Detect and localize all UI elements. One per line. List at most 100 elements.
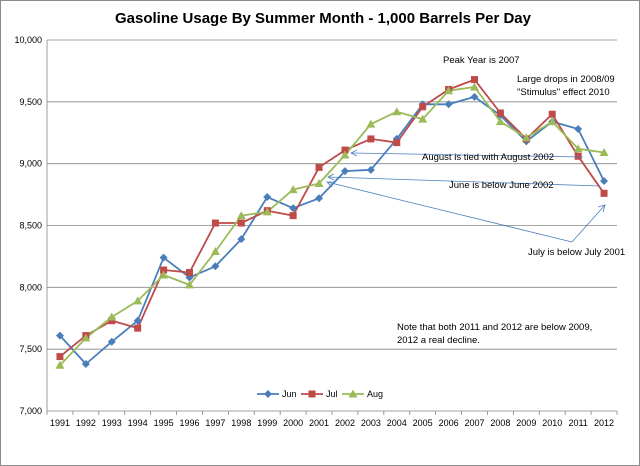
data-point-aug-1995 — [159, 270, 169, 279]
x-tick-label: 2006 — [439, 418, 459, 428]
data-point-jul-2005 — [419, 103, 427, 111]
data-point-jul-1998 — [237, 219, 245, 227]
data-point-jun-2000 — [289, 204, 298, 213]
data-point-jul-2012 — [600, 189, 608, 197]
x-tick-label: 1998 — [231, 418, 251, 428]
data-point-jun-2003 — [366, 165, 375, 174]
x-tick-label: 1997 — [205, 418, 225, 428]
x-axis-tick-labels: 1991 1992 1993 1994 1995 1996 1997 1998 1999 2000… — [50, 418, 614, 428]
y-tick-label: 8,000 — [19, 282, 42, 292]
y-tick-label: 7,000 — [19, 406, 42, 416]
data-point-aug-2011 — [573, 144, 583, 153]
arrow-july-left — [326, 181, 573, 243]
y-tick-label: 10,000 — [14, 35, 42, 45]
legend-marker-aug — [348, 389, 358, 398]
legend-label-aug: Aug — [367, 389, 383, 399]
annotation-august-tied: August is tied with August 2002 — [422, 152, 554, 163]
data-point-jun-1991 — [55, 331, 64, 340]
data-point-aug-1997 — [210, 246, 220, 255]
data-point-aug-1998 — [236, 211, 246, 220]
arrowhead-july-left — [326, 181, 334, 188]
x-tick-label: 2002 — [335, 418, 355, 428]
data-point-jul-2003 — [367, 135, 375, 143]
x-tick-label: 2008 — [490, 418, 510, 428]
annotation-june-below: June is below June 2002 — [449, 180, 554, 191]
series-lines — [59, 78, 605, 366]
data-point-aug-2003 — [366, 119, 376, 128]
data-point-jul-2008 — [496, 109, 504, 117]
data-point-jun-1995 — [159, 253, 168, 262]
legend-marker-jun — [264, 390, 272, 398]
data-point-aug-2001 — [314, 178, 324, 187]
legend-item-jul: Jul — [301, 389, 338, 399]
data-point-jun-1997 — [211, 262, 220, 271]
x-tick-label: 1993 — [102, 418, 122, 428]
x-tick-label: 1999 — [257, 418, 277, 428]
gridlines — [47, 39, 617, 350]
data-point-jul-1991 — [56, 353, 64, 361]
data-point-jul-2002 — [341, 146, 349, 154]
legend-label-jul: Jul — [326, 389, 338, 399]
data-point-aug-1993 — [107, 312, 117, 321]
arrowhead-july-right — [597, 204, 606, 213]
data-point-jul-2004 — [393, 139, 401, 147]
arrowhead-august — [350, 149, 358, 157]
x-tick-label: 2010 — [542, 418, 562, 428]
annotation-note-line2: 2012 a real decline. — [397, 335, 480, 346]
legend-label-jun: Jun — [282, 389, 297, 399]
annotation-note-line1: Note that both 2011 and 2012 are below 2… — [397, 322, 592, 333]
data-point-jun-2007 — [470, 92, 479, 101]
legend-marker-jul — [308, 390, 316, 398]
data-point-jul-1993 — [108, 317, 116, 325]
series-line-aug — [59, 86, 605, 366]
y-tick-label: 7,500 — [19, 344, 42, 354]
annotation-large-drops: Large drops in 2008/09 — [517, 74, 615, 85]
data-point-jun-2001 — [315, 194, 324, 203]
y-tick-label: 9,000 — [19, 159, 42, 169]
data-point-aug-2004 — [392, 107, 402, 116]
data-point-jul-2001 — [315, 163, 323, 171]
data-point-aug-1996 — [185, 280, 194, 289]
arrow-august — [350, 152, 584, 158]
x-tick-label: 1992 — [76, 418, 96, 428]
annotation-arrows — [326, 149, 606, 243]
data-point-aug-2008 — [495, 117, 505, 126]
data-point-jul-2011 — [574, 152, 582, 160]
data-point-jun-2011 — [574, 125, 583, 134]
data-point-jul-1996 — [186, 268, 193, 276]
chart-title: Gasoline Usage By Summer Month - 1,000 B… — [115, 10, 532, 27]
data-point-jul-2007 — [471, 76, 478, 84]
legend-item-aug: Aug — [342, 389, 383, 399]
x-tick-label: 2009 — [516, 418, 536, 428]
x-tick-label: 1995 — [154, 418, 174, 428]
annotation-peak-year: Peak Year is 2007 — [443, 55, 520, 66]
x-tick-label: 2012 — [594, 418, 614, 428]
data-point-aug-1999 — [262, 207, 272, 216]
data-point-jun-2012 — [600, 176, 609, 185]
y-tick-label: 8,500 — [19, 221, 42, 231]
y-axis-tick-labels: 7,000 7,500 8,000 8,500 9,000 9,500 10,000 — [14, 35, 42, 416]
x-tick-label: 2001 — [309, 418, 329, 428]
data-point-aug-1992 — [81, 333, 91, 342]
x-tick-label: 2011 — [568, 418, 587, 428]
x-tick-label: 1996 — [179, 418, 199, 428]
data-point-aug-2000 — [288, 185, 298, 194]
data-point-jul-2010 — [548, 110, 556, 118]
annotation-july-below: July is below July 2001 — [528, 247, 625, 258]
data-point-aug-2009 — [521, 133, 531, 142]
x-tick-label: 1991 — [50, 418, 70, 428]
x-tick-label: 1994 — [128, 418, 148, 428]
data-point-aug-2006 — [444, 86, 454, 95]
data-point-aug-2007 — [470, 82, 479, 91]
x-tick-label: 2004 — [387, 418, 407, 428]
data-point-aug-2010 — [547, 117, 557, 126]
data-point-aug-1994 — [133, 296, 143, 305]
data-point-aug-1991 — [55, 360, 65, 369]
data-point-aug-2005 — [418, 114, 428, 123]
x-tick-label: 2005 — [413, 418, 433, 428]
axes — [46, 40, 618, 415]
arrow-june — [327, 176, 601, 187]
series-markers — [55, 76, 609, 369]
